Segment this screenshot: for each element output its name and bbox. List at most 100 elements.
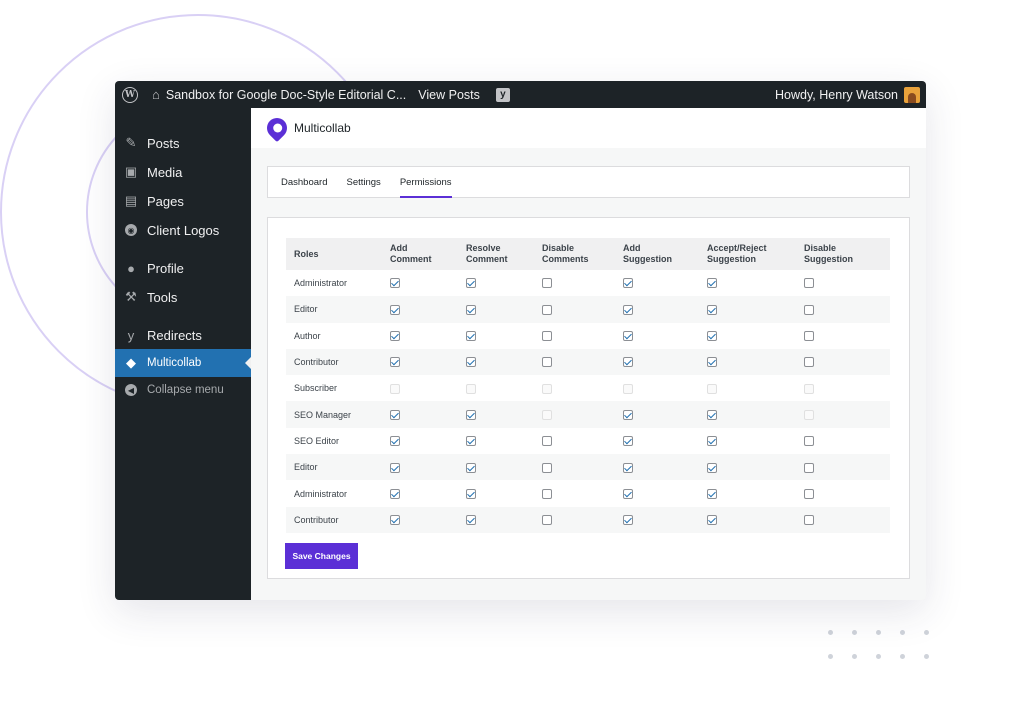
column-header: Add Comment (382, 238, 458, 270)
permission-checkbox[interactable] (804, 278, 814, 289)
column-header-line: Suggestion (707, 254, 756, 264)
permission-checkbox[interactable] (466, 278, 476, 289)
permission-checkbox[interactable] (466, 331, 476, 342)
permission-cell (796, 454, 890, 481)
permission-checkbox[interactable] (466, 436, 476, 447)
column-header-line: Comments (542, 254, 589, 264)
view-posts-link[interactable]: View Posts (418, 87, 480, 102)
permission-checkbox[interactable] (623, 436, 633, 447)
column-header-line: Add (623, 243, 641, 253)
permission-checkbox[interactable] (390, 304, 400, 315)
decorative-dot (876, 654, 881, 659)
permission-checkbox[interactable] (390, 488, 400, 499)
permission-checkbox[interactable] (390, 515, 400, 526)
permission-checkbox[interactable] (623, 488, 633, 499)
sidebar-item-multicollab[interactable]: ◆ Multicollab (115, 349, 251, 377)
permission-checkbox[interactable] (804, 462, 814, 473)
permission-cell (458, 270, 534, 296)
permission-checkbox[interactable] (542, 304, 552, 315)
permission-cell (458, 323, 534, 349)
sidebar-item-client-logos[interactable]: ◉ Client Logos (115, 216, 251, 244)
permission-checkbox[interactable] (390, 409, 400, 420)
sidebar-item-tools[interactable]: ⚒ Tools (115, 283, 251, 311)
sidebar-item-collapse-menu[interactable]: ◀ Collapse menu (115, 376, 251, 404)
permission-checkbox[interactable] (707, 331, 717, 342)
decorative-dot (828, 654, 833, 659)
permission-checkbox[interactable] (804, 304, 814, 315)
permission-checkbox[interactable] (542, 331, 552, 342)
sidebar-item-redirects[interactable]: y Redirects (115, 321, 251, 349)
site-title-link[interactable]: Sandbox for Google Doc-Style Editorial C… (165, 87, 407, 102)
column-header: Add Suggestion (615, 238, 699, 270)
permission-cell (458, 480, 534, 506)
permission-cell (615, 323, 699, 349)
permission-checkbox[interactable] (707, 436, 717, 447)
permission-checkbox[interactable] (466, 304, 476, 315)
permission-checkbox[interactable] (466, 488, 476, 499)
tab-permissions[interactable]: Permissions (399, 167, 452, 198)
decorative-dot (828, 630, 833, 635)
permission-checkbox[interactable] (623, 409, 633, 420)
yoast-icon[interactable]: y (495, 87, 510, 102)
permission-checkbox[interactable] (390, 357, 400, 368)
permission-checkbox[interactable] (390, 462, 400, 473)
pin-icon: ✎ (125, 135, 137, 150)
sidebar-item-label: Posts (147, 135, 180, 151)
permission-checkbox[interactable] (466, 462, 476, 473)
permission-cell (699, 296, 796, 323)
wordpress-logo-icon[interactable]: W (122, 86, 138, 103)
column-header-line: Comment (466, 254, 508, 264)
table-row: SEO Manager (286, 401, 890, 428)
permission-checkbox[interactable] (390, 278, 400, 289)
permission-cell (699, 454, 796, 481)
home-icon[interactable]: ⌂ (152, 87, 160, 102)
permission-checkbox[interactable] (623, 278, 633, 289)
permission-checkbox[interactable] (804, 436, 814, 447)
sidebar-item-label: Media (147, 164, 183, 180)
sidebar-item-posts[interactable]: ✎ Posts (115, 129, 251, 157)
column-header: Resolve Comment (458, 238, 534, 270)
tab-settings[interactable]: Settings (346, 176, 381, 188)
permission-checkbox[interactable] (390, 331, 400, 342)
permission-checkbox[interactable] (542, 462, 552, 473)
permission-cell (382, 454, 458, 481)
permission-checkbox[interactable] (466, 409, 476, 420)
permission-checkbox[interactable] (623, 462, 633, 473)
permission-checkbox[interactable] (390, 436, 400, 447)
permission-checkbox[interactable] (623, 357, 633, 368)
permission-checkbox[interactable] (542, 488, 552, 499)
permission-checkbox[interactable] (707, 357, 717, 368)
howdy-user-link[interactable]: Howdy, Henry Watson (775, 87, 898, 102)
sidebar-item-pages[interactable]: ▤ Pages (115, 187, 251, 215)
tab-dashboard[interactable]: Dashboard (281, 176, 328, 188)
permission-checkbox[interactable] (623, 304, 633, 315)
avatar[interactable] (904, 86, 920, 103)
permission-checkbox[interactable] (707, 278, 717, 289)
permission-checkbox[interactable] (707, 304, 717, 315)
save-changes-button[interactable]: Save Changes (285, 543, 358, 569)
permission-checkbox[interactable] (707, 462, 717, 473)
permission-checkbox[interactable] (542, 278, 552, 289)
permission-checkbox[interactable] (804, 357, 814, 368)
permission-checkbox[interactable] (466, 357, 476, 368)
role-name: SEO Manager (286, 401, 382, 428)
permission-checkbox[interactable] (707, 515, 717, 526)
permission-checkbox[interactable] (542, 515, 552, 526)
permission-checkbox[interactable] (542, 436, 552, 447)
permission-checkbox[interactable] (466, 515, 476, 526)
sidebar-item-media[interactable]: ▣ Media (115, 158, 251, 186)
sidebar-item-profile[interactable]: ● Profile (115, 254, 251, 282)
permission-checkbox[interactable] (623, 331, 633, 342)
table-row: Contributor (286, 506, 890, 533)
permission-cell (534, 506, 615, 533)
permission-checkbox[interactable] (623, 515, 633, 526)
permission-checkbox[interactable] (804, 515, 814, 526)
permission-checkbox[interactable] (707, 409, 717, 420)
permission-checkbox (390, 383, 400, 394)
permission-checkbox[interactable] (707, 488, 717, 499)
permission-checkbox[interactable] (804, 488, 814, 499)
role-name: Editor (286, 454, 382, 481)
permission-checkbox[interactable] (542, 357, 552, 368)
tabs-bar: Dashboard Settings Permissions (267, 166, 910, 198)
permission-checkbox[interactable] (804, 331, 814, 342)
